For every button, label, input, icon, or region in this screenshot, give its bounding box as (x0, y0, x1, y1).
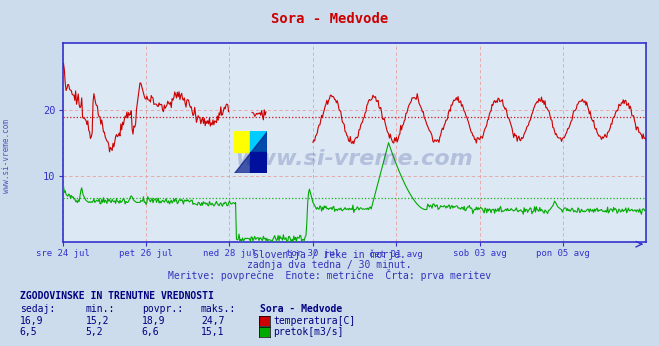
Text: www.si-vreme.com: www.si-vreme.com (2, 119, 11, 193)
Text: Sora - Medvode: Sora - Medvode (260, 304, 343, 314)
Text: sedaj:: sedaj: (20, 304, 55, 314)
Text: povpr.:: povpr.: (142, 304, 183, 314)
Bar (250, 131, 267, 152)
Text: pretok[m3/s]: pretok[m3/s] (273, 327, 344, 337)
Text: 15,1: 15,1 (201, 327, 225, 337)
Text: 6,6: 6,6 (142, 327, 159, 337)
Text: temperatura[C]: temperatura[C] (273, 316, 356, 326)
Text: Meritve: povprečne  Enote: metrične  Črta: prva meritev: Meritve: povprečne Enote: metrične Črta:… (168, 268, 491, 281)
Text: 18,9: 18,9 (142, 316, 165, 326)
Text: maks.:: maks.: (201, 304, 236, 314)
Text: 15,2: 15,2 (86, 316, 109, 326)
Text: zadnja dva tedna / 30 minut.: zadnja dva tedna / 30 minut. (247, 260, 412, 270)
Text: 16,9: 16,9 (20, 316, 43, 326)
Text: www.si-vreme.com: www.si-vreme.com (235, 149, 473, 169)
Bar (250, 152, 267, 173)
Text: 6,5: 6,5 (20, 327, 38, 337)
Bar (234, 131, 250, 152)
Text: ZGODOVINSKE IN TRENUTNE VREDNOSTI: ZGODOVINSKE IN TRENUTNE VREDNOSTI (20, 291, 214, 301)
Text: Sora - Medvode: Sora - Medvode (271, 12, 388, 26)
Polygon shape (234, 131, 267, 173)
Text: Slovenija / reke in morje.: Slovenija / reke in morje. (253, 250, 406, 260)
Text: min.:: min.: (86, 304, 115, 314)
Text: 5,2: 5,2 (86, 327, 103, 337)
Text: 24,7: 24,7 (201, 316, 225, 326)
